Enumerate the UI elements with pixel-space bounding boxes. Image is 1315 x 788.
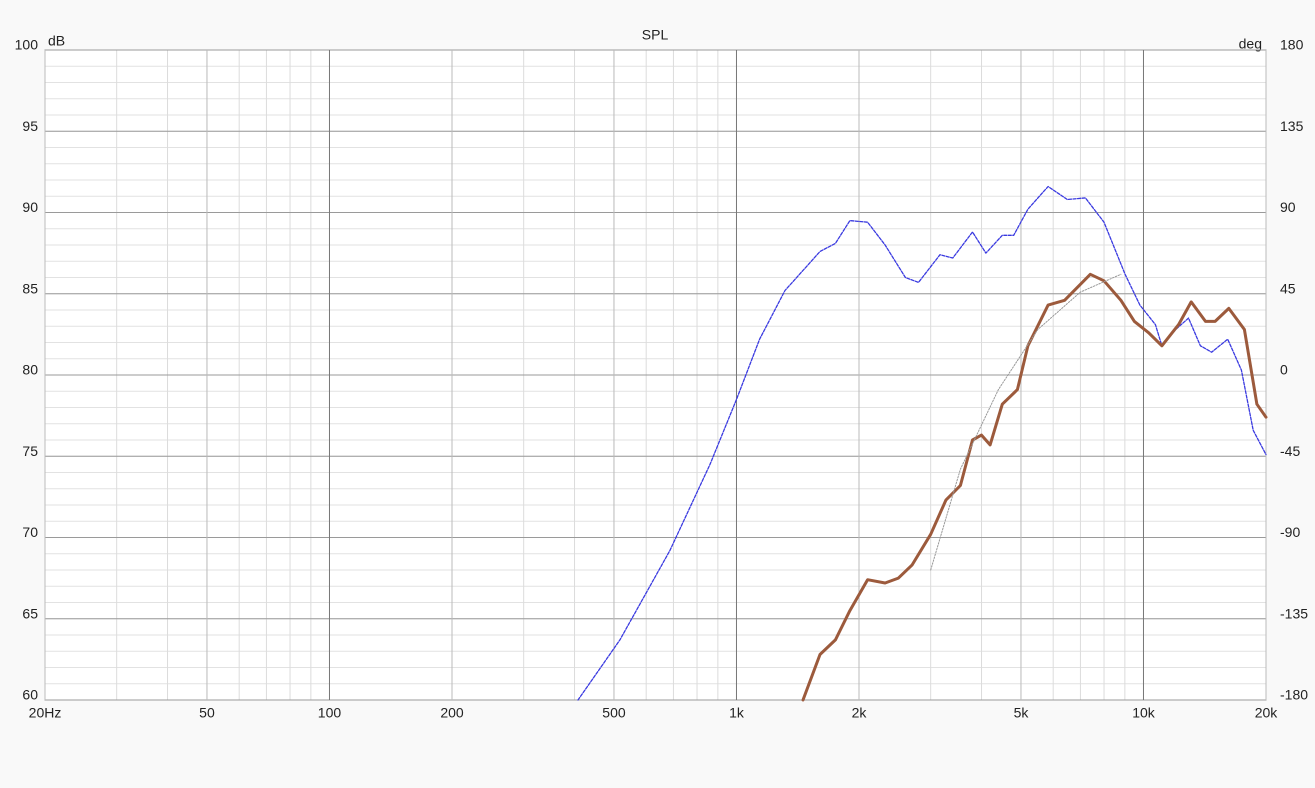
y2-tick-label: -45 — [1280, 443, 1300, 459]
y-axis-label: dB — [48, 33, 65, 49]
y2-tick-label: -90 — [1280, 524, 1300, 540]
y-tick-label: 60 — [22, 687, 38, 703]
x-tick-label: 20Hz — [29, 705, 62, 721]
x-tick-label: 50 — [199, 705, 215, 721]
y2-tick-label: 90 — [1280, 199, 1296, 215]
y-tick-label: 90 — [22, 199, 38, 215]
x-tick-label: 1k — [729, 705, 745, 721]
y2-tick-label: -180 — [1280, 687, 1308, 703]
y2-tick-label: 135 — [1280, 118, 1304, 134]
y2-tick-label: 0 — [1280, 362, 1288, 378]
y-tick-label: 85 — [22, 280, 38, 296]
y2-tick-label: -135 — [1280, 605, 1308, 621]
x-tick-label: 500 — [602, 705, 626, 721]
y-tick-label: 95 — [22, 118, 38, 134]
y2-tick-label: 45 — [1280, 280, 1296, 296]
y-tick-label: 80 — [22, 362, 38, 378]
x-tick-label: 20k — [1255, 705, 1279, 721]
x-tick-label: 200 — [440, 705, 464, 721]
series-line — [930, 273, 1122, 571]
series-line — [577, 185, 1267, 701]
chart-title: SPL — [642, 27, 669, 43]
series-line — [801, 272, 1268, 702]
y-tick-label: 65 — [22, 605, 38, 621]
y-tick-label: 70 — [22, 524, 38, 540]
x-tick-label: 10k — [1132, 705, 1156, 721]
x-tick-label: 5k — [1014, 705, 1030, 721]
x-tick-label: 100 — [318, 705, 342, 721]
x-tick-label: 2k — [852, 705, 868, 721]
y2-tick-label: 180 — [1280, 37, 1304, 53]
y2-axis-label: deg — [1239, 36, 1262, 52]
y-tick-label: 100 — [15, 37, 39, 53]
y-tick-label: 75 — [22, 443, 38, 459]
